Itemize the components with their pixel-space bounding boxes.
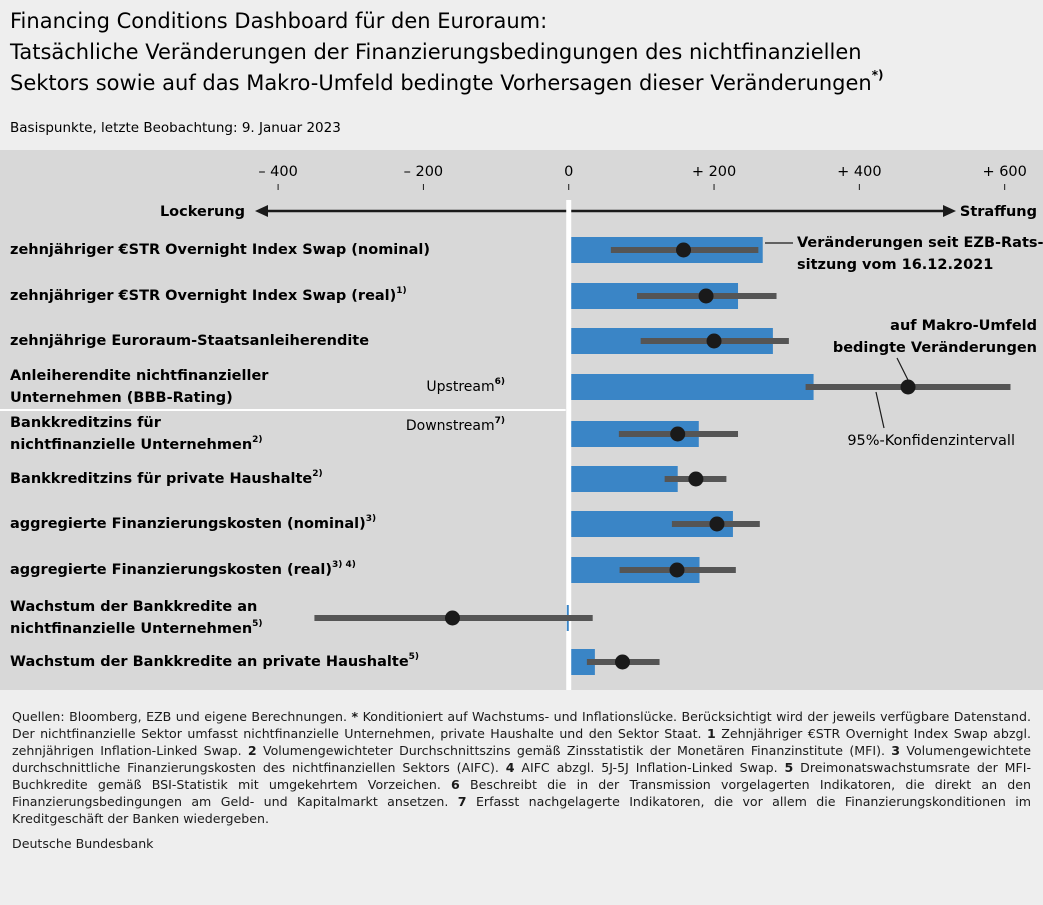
category-label: zehnjähriger €STR Overnight Index Swap (…: [10, 286, 407, 305]
estimate-dot: [444, 610, 460, 626]
note-text: Zehnjähriger €STR Overnight Index Swap a…: [12, 726, 1031, 758]
estimate-dot: [676, 242, 692, 258]
bar: [568, 374, 814, 400]
category-label: Bankkreditzins für private Haushalte2): [10, 469, 323, 488]
category-label: aggregierte Finanzierungskosten (real)3)…: [10, 560, 356, 579]
estimate-dot: [670, 426, 686, 442]
pointer: [896, 357, 909, 381]
panel-bg: [0, 150, 1043, 690]
title-line: Sektors sowie auf das Makro-Umfeld bedin…: [10, 68, 884, 96]
annotation: Veränderungen seit EZB-Rats-: [797, 235, 1043, 251]
category-label: aggregierte Finanzierungskosten (nominal…: [10, 514, 376, 533]
source: Deutsche Bundesbank: [12, 836, 154, 851]
group-note: 7): [495, 416, 505, 426]
note-number: 1: [706, 726, 716, 741]
x-tick-label: + 400: [837, 164, 881, 180]
pointer: [875, 391, 885, 429]
note-text: Beschreibt die in der Transmission vorge…: [12, 777, 1032, 809]
note-text: Quellen: Bloomberg, EZB und eigene Berec…: [12, 709, 352, 724]
category-note: 5): [409, 652, 419, 662]
category-label: zehnjährige Euroraum-Staatsanleiherendit…: [10, 333, 369, 349]
category-label: nichtfinanzielle Unternehmen5): [10, 619, 263, 638]
annotation: bedingte Veränderungen: [833, 340, 1037, 356]
category-label: zehnjähriger €STR Overnight Index Swap (…: [10, 242, 430, 258]
estimate-dot: [698, 288, 714, 304]
estimate-dot: [614, 654, 630, 670]
x-tick-label: – 200: [404, 164, 444, 180]
category-note: 5): [252, 619, 262, 629]
subtitle: Basispunkte, letzte Beobachtung: 9. Janu…: [10, 120, 341, 136]
category-label: Wachstum der Bankkredite an: [10, 599, 257, 615]
axis-right-label: Straffung: [960, 204, 1037, 220]
note-number: 7: [457, 794, 467, 809]
estimate-dot: [688, 471, 704, 487]
x-tick-label: – 400: [258, 164, 298, 180]
axis-left-label: Lockerung: [160, 204, 245, 220]
footer: Quellen: Bloomberg, EZB und eigene Berec…: [0, 690, 1043, 905]
x-tick-label: + 600: [982, 164, 1026, 180]
category-label: Anleiherendite nichtfinanzieller: [10, 368, 269, 384]
notes: Quellen: Bloomberg, EZB und eigene Berec…: [12, 708, 1031, 827]
arrow-head: [943, 205, 956, 217]
note-text: Dreimonatswachstumsrate der MFI-Buchkred…: [12, 760, 1032, 792]
note-text: Konditioniert auf Wachstums- und Inflati…: [12, 709, 1031, 741]
estimate-dot: [900, 379, 916, 395]
note-number: 2: [247, 743, 257, 758]
x-tick-label: + 200: [692, 164, 736, 180]
estimate-dot: [709, 516, 725, 532]
note-text: Volumengewichteter Durchschnittszins gem…: [256, 743, 892, 758]
annotation: 95%-Konfidenzintervall: [847, 433, 1015, 449]
category-note: 2): [312, 469, 322, 479]
group-label: Upstream6): [426, 377, 505, 396]
category-label: Wachstum der Bankkredite an private Haus…: [10, 652, 419, 671]
category-note: 2): [252, 435, 262, 445]
note-text: Erfasst nachgelagerte Indikatoren, die v…: [12, 794, 1031, 826]
estimate-dot: [669, 562, 685, 578]
category-label: nichtfinanzielle Unternehmen2): [10, 435, 263, 454]
title-line: Tatsächliche Veränderungen der Finanzier…: [9, 40, 862, 64]
note-text: Volumengewichtete durchschnittliche Fina…: [12, 743, 1031, 775]
category-label: Unternehmen (BBB-Rating): [10, 390, 233, 406]
note-number: *: [351, 709, 359, 724]
title-line: Financing Conditions Dashboard für den E…: [10, 9, 547, 33]
chart: Financing Conditions Dashboard für den E…: [0, 0, 1043, 690]
note-number: 3: [891, 743, 901, 758]
estimate-dot: [706, 333, 722, 349]
group-label: Downstream7): [406, 416, 505, 435]
annotation: auf Makro-Umfeld: [890, 318, 1037, 334]
header-bg: [0, 0, 1043, 150]
title-note: *): [872, 68, 884, 82]
category-note: 1): [396, 286, 406, 296]
arrow-head: [255, 205, 268, 217]
note-text: AIFC abzgl. 5J-5J Inflation-Linked Swap.: [514, 760, 785, 775]
category-note: 3): [366, 514, 376, 524]
note-number: 5: [784, 760, 794, 775]
note-number: 6: [451, 777, 460, 792]
note-number: 4: [505, 760, 515, 775]
annotation: sitzung vom 16.12.2021: [797, 257, 993, 273]
x-tick-label: 0: [564, 164, 573, 180]
category-label: Bankkreditzins für: [10, 415, 162, 431]
bar: [568, 466, 678, 492]
group-note: 6): [495, 377, 505, 387]
category-note: 3) 4): [332, 560, 356, 570]
